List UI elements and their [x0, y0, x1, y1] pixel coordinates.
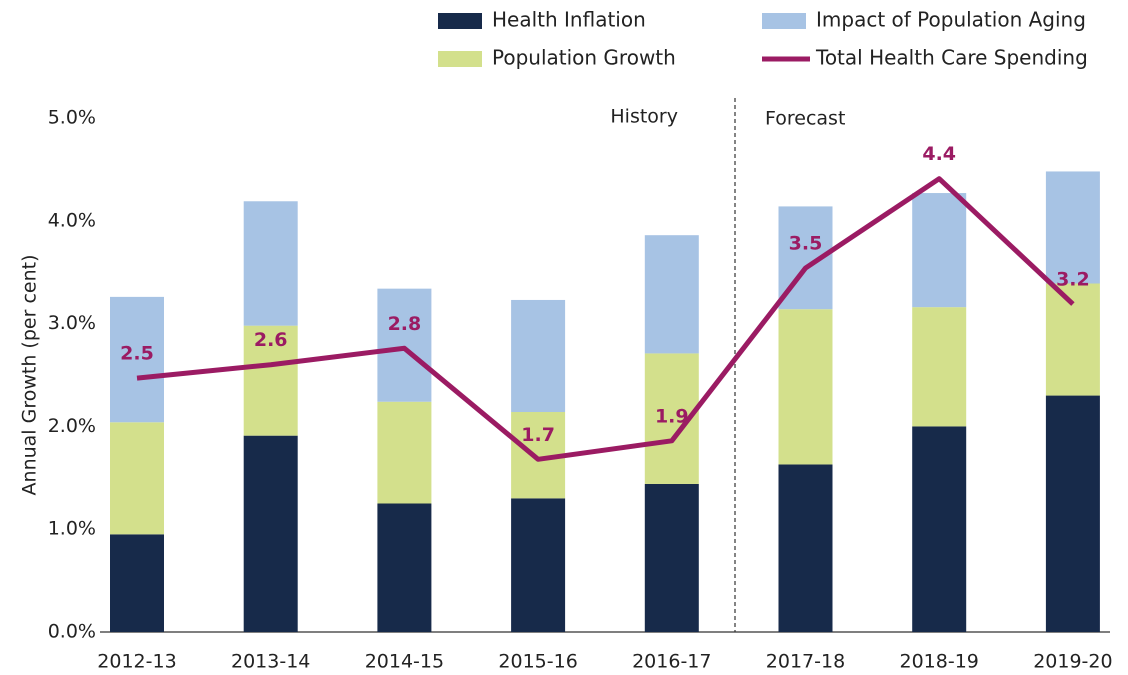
legend-swatch	[762, 13, 806, 29]
y-tick-label: 4.0%	[48, 209, 96, 231]
data-label: 3.5	[789, 233, 823, 255]
legend-label: Total Health Care Spending	[815, 46, 1088, 70]
bar	[511, 498, 566, 632]
bar	[243, 201, 298, 326]
legend-label: Health Inflation	[492, 8, 646, 32]
y-axis-label: Annual Growth (per cent)	[19, 255, 41, 496]
bar	[511, 299, 566, 413]
bar	[377, 288, 432, 402]
legend-label: Population Growth	[492, 46, 676, 70]
bar	[243, 325, 298, 436]
data-label: 2.8	[388, 313, 422, 335]
x-tick-label: 2019-20	[1033, 651, 1112, 673]
bar	[243, 435, 298, 632]
line	[136, 176, 1075, 462]
y-tick-label: 2.0%	[48, 415, 96, 437]
bar	[912, 193, 967, 308]
bar	[110, 422, 164, 535]
x-tick-label: 2012-13	[97, 651, 176, 673]
bar	[377, 401, 432, 504]
bar	[377, 503, 432, 632]
y-tick-label: 0.0%	[48, 621, 96, 643]
data-label: 2.6	[254, 329, 288, 351]
annotation: History	[610, 106, 678, 128]
legend-label: Impact of Population Aging	[816, 8, 1086, 32]
bar	[912, 426, 967, 632]
annotation: Forecast	[765, 108, 845, 130]
bar	[110, 296, 164, 423]
data-label: 2.5	[120, 343, 154, 365]
bar	[644, 235, 699, 354]
x-tick-label: 2018-19	[900, 651, 979, 673]
bar	[912, 307, 967, 427]
bar	[778, 309, 833, 465]
data-label: 3.2	[1056, 269, 1090, 291]
x-tick-label: 2014-15	[365, 651, 444, 673]
x-tick-label: 2013-14	[231, 651, 310, 673]
y-tick-label: 3.0%	[48, 312, 96, 334]
x-tick-label: 2017-18	[766, 651, 845, 673]
legend-swatch	[438, 13, 482, 29]
bar	[1045, 395, 1100, 632]
y-tick-label: 5.0%	[48, 107, 96, 129]
x-tick-label: 2015-16	[498, 651, 577, 673]
bar	[644, 483, 699, 632]
x-tick-label: 2016-17	[632, 651, 711, 673]
data-label: 1.7	[521, 424, 555, 446]
bar	[110, 534, 164, 632]
y-tick-label: 1.0%	[48, 518, 96, 540]
bar	[1045, 171, 1100, 284]
data-label: 1.9	[655, 405, 689, 427]
bar	[1045, 283, 1100, 396]
legend-swatch	[438, 51, 482, 67]
data-label: 4.4	[922, 143, 956, 165]
bar	[778, 464, 833, 632]
